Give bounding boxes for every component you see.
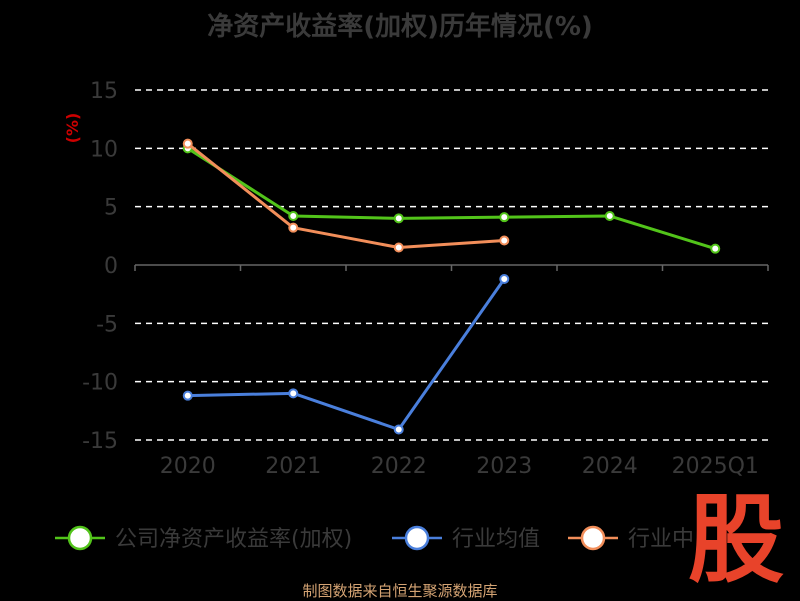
data-point xyxy=(604,211,615,221)
x-tick-label: 2024 xyxy=(582,454,638,479)
data-point xyxy=(499,212,510,223)
x-tick-label: 2022 xyxy=(371,454,427,479)
legend-label: 行业中 xyxy=(628,527,694,552)
data-point xyxy=(393,424,404,435)
legend-marker xyxy=(404,525,430,551)
y-tick-label: -15 xyxy=(82,429,118,454)
y-tick-label: 0 xyxy=(104,254,118,279)
data-point xyxy=(182,390,193,401)
series-line xyxy=(186,142,505,249)
data-point xyxy=(288,211,299,221)
axes: 15 10 5 0 -5 -10 -15 2020 2021 2022 2023 2024 2025Q1 xyxy=(82,79,769,479)
legend-label: 行业均值 xyxy=(452,527,540,552)
legend-label: 公司净资产收益率(加权) xyxy=(115,527,352,552)
series-line xyxy=(186,147,716,251)
data-point xyxy=(499,235,510,246)
y-tick-label: 10 xyxy=(90,137,118,162)
x-tick-label: 2025Q1 xyxy=(672,454,759,479)
legend-marker xyxy=(580,525,606,551)
x-tick-label: 2020 xyxy=(160,454,216,479)
data-source-footer: 制图数据来自恒生聚源数据库 xyxy=(302,582,498,600)
data-point xyxy=(393,242,404,253)
data-point xyxy=(499,274,510,284)
data-point xyxy=(288,222,299,233)
watermark-logo: 股 xyxy=(688,484,784,596)
x-tick-label: 2023 xyxy=(476,454,532,479)
y-tick-label: -5 xyxy=(96,312,118,337)
y-tick-label: 15 xyxy=(90,79,118,104)
series-lines xyxy=(182,138,721,435)
chart-title: 净资产收益率(加权)历年情况(%) xyxy=(207,12,593,42)
data-point xyxy=(710,243,721,254)
data-point xyxy=(182,138,193,149)
x-tick-label: 2021 xyxy=(265,454,321,479)
y-tick-label: 5 xyxy=(104,196,118,221)
data-point xyxy=(393,213,404,224)
data-point xyxy=(288,388,299,399)
y-axis-label: (%) xyxy=(63,113,82,144)
y-tick-label: -10 xyxy=(82,371,118,396)
legend-marker xyxy=(67,525,93,551)
series-line xyxy=(187,278,506,431)
legend[interactable]: 公司净资产收益率(加权) 行业均值 行业中 xyxy=(55,525,694,552)
